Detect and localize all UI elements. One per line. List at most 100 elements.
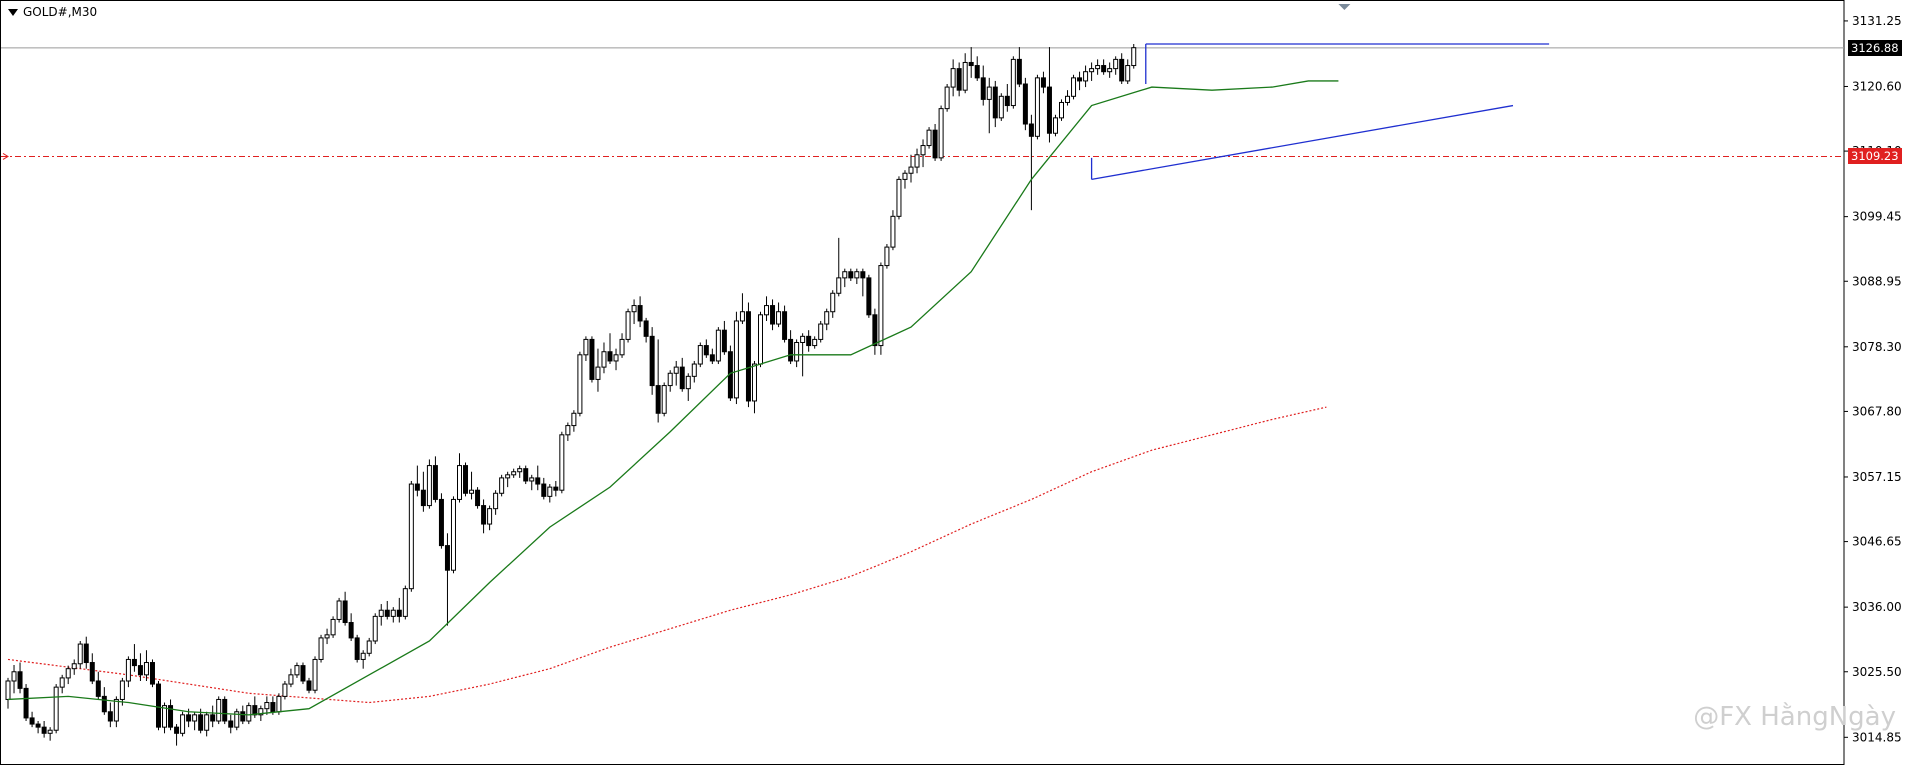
candle-bull bbox=[457, 465, 462, 500]
candle-bull bbox=[143, 662, 149, 676]
candle-bull bbox=[1065, 95, 1071, 103]
candle-bear bbox=[481, 505, 487, 525]
candle-bull bbox=[505, 474, 511, 479]
candle-bull bbox=[246, 705, 252, 722]
candle-bull bbox=[962, 61, 968, 91]
candle-bull bbox=[59, 677, 65, 688]
y-tick-label: 3131.25 bbox=[1852, 14, 1902, 28]
candle-bull bbox=[390, 609, 396, 617]
candle-bull bbox=[204, 714, 210, 731]
candle-bull bbox=[360, 652, 366, 660]
candle-bull bbox=[830, 292, 836, 313]
candle-bull bbox=[1052, 117, 1058, 134]
candle-bull bbox=[601, 351, 607, 368]
candle-bull bbox=[776, 311, 782, 325]
candle-bull bbox=[577, 354, 583, 414]
candle-bull bbox=[180, 714, 186, 734]
y-tick-label: 3088.95 bbox=[1852, 274, 1902, 288]
candle-bull bbox=[282, 683, 288, 697]
candle-bull bbox=[998, 95, 1004, 119]
y-tick-label: 3057.15 bbox=[1852, 470, 1902, 484]
y-tick-label: 3014.85 bbox=[1852, 730, 1902, 744]
candle-bear bbox=[149, 662, 155, 685]
candle-bull bbox=[312, 658, 318, 691]
candle-bull bbox=[751, 363, 757, 402]
candle-bull bbox=[944, 86, 950, 110]
candle-bull bbox=[1095, 65, 1101, 70]
candle-bear bbox=[770, 305, 776, 325]
candle-bear bbox=[240, 711, 246, 722]
candle-bear bbox=[1046, 86, 1052, 134]
candle-bear bbox=[992, 86, 998, 119]
candle-bear bbox=[107, 711, 113, 722]
candle-bear bbox=[637, 305, 643, 322]
candle-bear bbox=[860, 271, 866, 279]
candle-bear bbox=[541, 483, 547, 497]
candle-bull bbox=[493, 492, 499, 510]
candle-bull bbox=[758, 314, 763, 365]
candle-bull bbox=[824, 311, 830, 325]
candle-bull bbox=[764, 305, 770, 316]
candle-bear bbox=[414, 483, 420, 491]
symbol-header[interactable]: GOLD#,M30 bbox=[8, 5, 97, 19]
candle-bull bbox=[878, 265, 884, 347]
dropdown-triangle-icon[interactable] bbox=[8, 8, 18, 16]
candle-bull bbox=[408, 483, 414, 590]
candle-bull bbox=[276, 695, 282, 713]
candle-bull bbox=[739, 311, 745, 322]
candle-bull bbox=[914, 154, 920, 168]
candle-bear bbox=[968, 61, 974, 67]
candle-bull bbox=[53, 686, 59, 731]
candle-bull bbox=[697, 345, 703, 365]
candle-bear bbox=[872, 314, 878, 347]
candle-bull bbox=[613, 354, 619, 362]
candle-bull bbox=[818, 323, 824, 340]
candle-bull bbox=[11, 671, 17, 682]
candle-bull bbox=[65, 668, 71, 679]
candle-bull bbox=[469, 489, 475, 494]
chart-shift-marker-icon bbox=[1338, 4, 1351, 10]
candle-bull bbox=[920, 145, 926, 156]
candle-bull bbox=[547, 486, 553, 497]
candle-bull bbox=[890, 215, 896, 248]
candle-bull bbox=[192, 714, 198, 722]
candle-bear bbox=[643, 320, 649, 337]
candle-bull bbox=[673, 366, 679, 374]
candle-bear bbox=[23, 687, 29, 719]
candle-bull bbox=[258, 708, 264, 716]
candle-bear bbox=[523, 468, 529, 482]
candle-bear bbox=[41, 726, 47, 734]
y-tick-label: 3099.45 bbox=[1852, 210, 1902, 224]
candle-bull bbox=[318, 637, 324, 660]
candle-bull bbox=[47, 729, 53, 734]
candle-bear bbox=[782, 311, 788, 340]
candle-bull bbox=[426, 465, 432, 507]
candle-bear bbox=[1028, 123, 1034, 137]
candle-bear bbox=[186, 714, 192, 722]
candle-bear bbox=[1016, 58, 1022, 85]
candle-bull bbox=[950, 68, 956, 88]
current-price-label: 3126.88 bbox=[1848, 39, 1902, 56]
candle-bull bbox=[366, 640, 372, 654]
candle-bear bbox=[655, 385, 661, 414]
candle-bear bbox=[974, 65, 980, 79]
candle-bear bbox=[342, 600, 348, 624]
candle-bull bbox=[234, 711, 240, 728]
candle-bear bbox=[535, 477, 541, 485]
candle-bull bbox=[715, 329, 721, 362]
candle-bear bbox=[553, 486, 559, 491]
candle-bear bbox=[95, 680, 101, 697]
candle-bear bbox=[438, 498, 444, 547]
candle-bull bbox=[661, 385, 667, 414]
candle-bear bbox=[168, 705, 174, 728]
candle-bear bbox=[306, 680, 312, 691]
candle-bull bbox=[800, 335, 806, 343]
candle-bull bbox=[1113, 58, 1119, 70]
candle-bull bbox=[77, 643, 83, 665]
candle-bear bbox=[589, 338, 595, 380]
candle-bear bbox=[1040, 77, 1046, 88]
candle-bear bbox=[649, 335, 655, 387]
candle-bull bbox=[595, 366, 601, 380]
y-tick-label: 3046.65 bbox=[1852, 535, 1902, 549]
